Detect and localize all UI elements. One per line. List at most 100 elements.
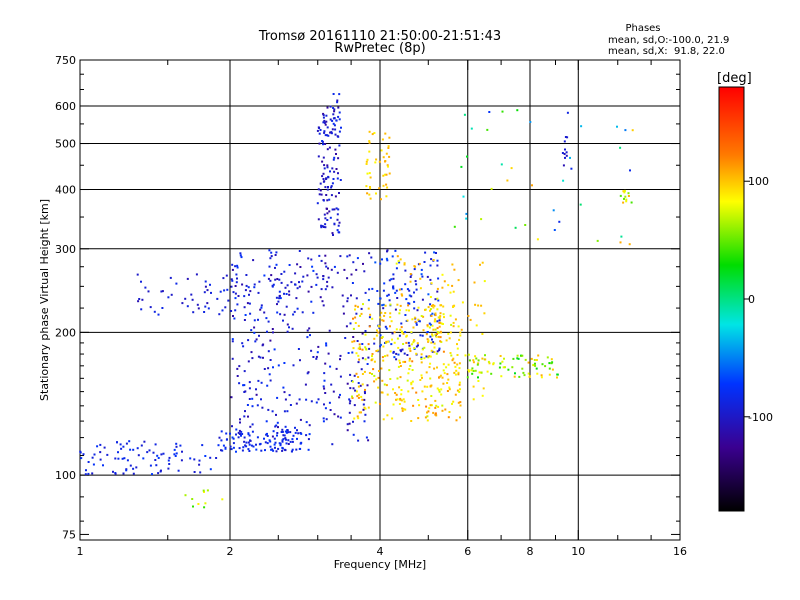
data-point [424, 398, 427, 401]
data-point [458, 381, 461, 384]
data-point [502, 366, 505, 369]
data-point [622, 190, 625, 193]
data-point [631, 129, 634, 132]
data-point [458, 338, 461, 341]
data-point [292, 434, 295, 437]
data-point [361, 357, 364, 360]
data-point [412, 404, 415, 407]
data-point [204, 502, 207, 505]
data-point [335, 207, 338, 210]
data-point [386, 250, 388, 253]
data-point [288, 394, 291, 397]
data-point [477, 376, 479, 379]
data-point [402, 343, 405, 345]
legend-line-o: mean, sd,O:-100.0, 21.9 [608, 35, 729, 46]
data-point [353, 404, 356, 407]
data-point [325, 194, 328, 196]
data-point [288, 290, 291, 293]
data-point [272, 430, 275, 433]
data-point [325, 120, 328, 123]
data-point [241, 433, 244, 435]
data-point [257, 355, 260, 358]
data-point [459, 404, 462, 407]
data-point [392, 277, 395, 280]
data-point [395, 289, 398, 292]
data-point [364, 346, 367, 349]
data-point [448, 337, 451, 340]
data-point [358, 358, 361, 361]
data-point [255, 443, 257, 446]
data-point [82, 453, 85, 456]
data-point [294, 283, 297, 286]
data-point [149, 306, 152, 309]
data-point [480, 304, 483, 307]
data-point [234, 285, 237, 287]
data-point [488, 362, 491, 365]
data-point [352, 433, 355, 436]
data-point [472, 370, 475, 372]
data-point [472, 398, 475, 401]
data-point [396, 377, 399, 380]
data-point [330, 194, 333, 197]
data-point [272, 449, 275, 452]
data-point [321, 175, 324, 178]
data-point [471, 367, 474, 370]
data-point [437, 331, 440, 334]
data-point [276, 311, 279, 314]
data-point [286, 284, 289, 287]
data-point [381, 138, 384, 141]
data-point [247, 286, 250, 289]
data-point [322, 112, 325, 115]
data-point [468, 370, 470, 373]
colorbar-tick-label: 0 [748, 293, 755, 306]
data-point [385, 340, 388, 343]
data-point [251, 423, 254, 426]
data-point [206, 302, 209, 305]
data-point [500, 375, 503, 378]
data-point [263, 274, 266, 277]
data-point [301, 311, 304, 314]
data-point [193, 458, 196, 461]
data-point [268, 439, 271, 442]
data-point [382, 174, 385, 177]
data-point [246, 302, 249, 305]
data-point [395, 328, 398, 331]
data-point [132, 472, 135, 475]
data-point [388, 299, 391, 302]
data-point [410, 295, 413, 298]
data-point [112, 470, 114, 473]
data-point [410, 331, 413, 334]
data-point [323, 387, 326, 390]
data-point [374, 261, 377, 264]
data-point [503, 357, 505, 360]
data-point [210, 291, 212, 294]
data-point [322, 178, 325, 180]
data-point [342, 312, 345, 315]
data-point [269, 445, 272, 448]
data-point [298, 281, 300, 284]
data-point [331, 443, 334, 446]
data-point [204, 280, 207, 283]
data-point [517, 357, 520, 360]
data-point [260, 381, 263, 384]
data-point [120, 447, 123, 450]
data-point [356, 340, 359, 342]
data-point [316, 202, 319, 205]
data-point [291, 448, 294, 451]
data-point [281, 430, 284, 433]
data-point [218, 313, 221, 316]
data-point [239, 418, 241, 421]
data-point [233, 317, 236, 320]
data-point [231, 357, 234, 360]
data-point [453, 371, 456, 374]
data-point [245, 284, 248, 287]
data-point [436, 290, 439, 293]
data-point [445, 339, 448, 342]
data-point [175, 452, 178, 455]
data-point [441, 273, 444, 276]
data-point [259, 356, 262, 359]
data-point [452, 306, 454, 308]
data-point [239, 421, 241, 424]
data-point [404, 314, 407, 316]
data-point [385, 183, 388, 186]
